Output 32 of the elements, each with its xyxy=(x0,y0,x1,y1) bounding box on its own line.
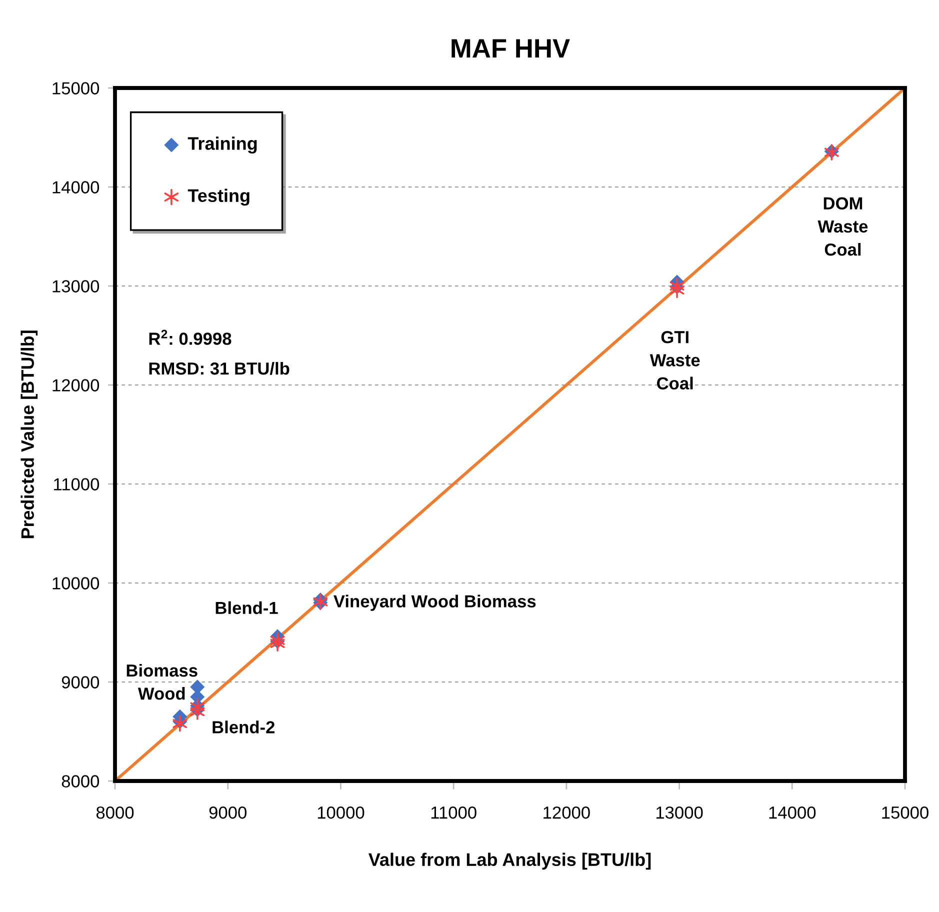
annotation: Biomass Wood xyxy=(126,664,198,700)
legend-label: Training xyxy=(188,136,257,154)
x-tick-label: 13000 xyxy=(656,806,703,819)
point xyxy=(270,635,285,652)
point xyxy=(670,282,684,298)
y-tick-label: 9000 xyxy=(62,676,100,688)
x-tick-label: 12000 xyxy=(544,806,590,819)
y-axis-title: Predicted Value [BTU/lb] xyxy=(20,330,38,538)
y-tick-label: 14000 xyxy=(52,181,100,194)
annotation: GTI Waste Coal xyxy=(650,331,700,390)
x-tick-label: 15000 xyxy=(882,806,928,819)
y-tick-label: 13000 xyxy=(52,280,100,292)
y-tick-label: 11000 xyxy=(54,478,100,490)
point xyxy=(172,715,188,732)
x-tick-label: 14000 xyxy=(769,806,816,819)
annotation: Blend-1 xyxy=(216,601,278,614)
annotation: RMSD: 31 BTU/lb xyxy=(149,362,290,375)
x-tick-label: 10000 xyxy=(318,806,364,819)
y-tick-label: 15000 xyxy=(52,82,100,94)
x-tick-label: 8000 xyxy=(96,806,134,819)
annotation: Blend-2 xyxy=(212,720,275,734)
y-tick-label: 10000 xyxy=(52,577,100,590)
annotation: Vineyard Wood Biomass xyxy=(334,594,536,611)
annotation: R$^{2}$: 0.9998 xyxy=(149,330,232,345)
legend-label: Testing xyxy=(188,188,250,206)
x-tick-label: 9000 xyxy=(209,806,246,819)
x-axis-title: Value from Lab Analysis [BTU/lb] xyxy=(368,852,651,870)
annotation: DOM Waste Coal xyxy=(818,197,868,256)
y-tick-label: 12000 xyxy=(52,379,100,392)
x-tick-label: 11000 xyxy=(431,806,476,819)
chart-title: MAF HHV xyxy=(452,39,570,58)
y-tick-label: 8000 xyxy=(62,775,100,788)
